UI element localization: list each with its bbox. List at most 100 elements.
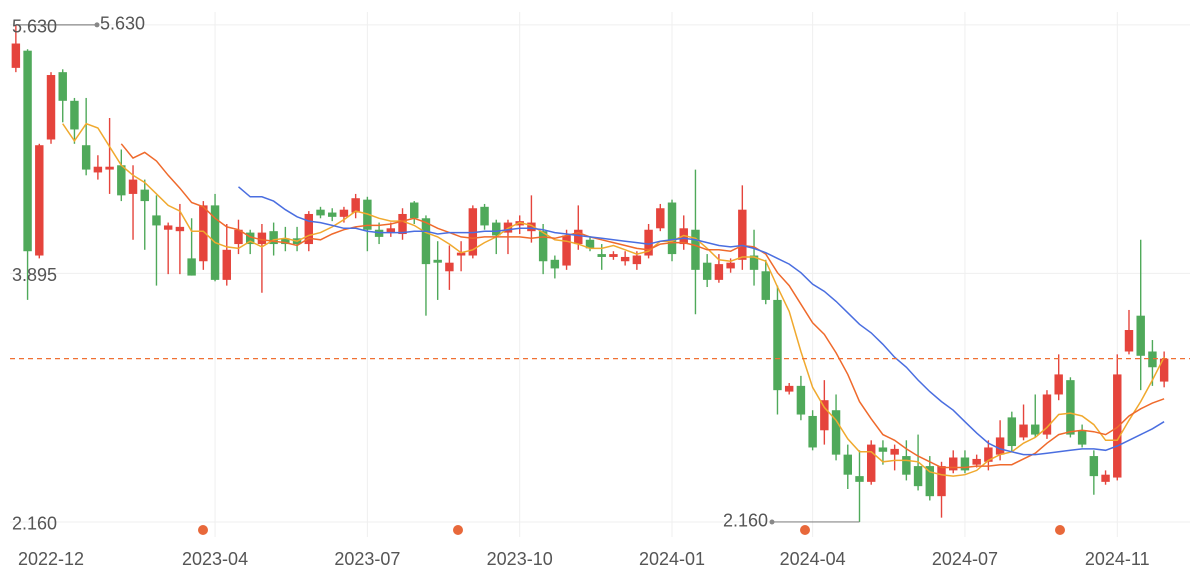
candle-body <box>784 385 794 392</box>
candle-body <box>620 256 630 262</box>
candle-body <box>398 213 407 235</box>
candle-body <box>562 235 571 266</box>
candle-body <box>257 232 267 245</box>
x-tick-label: 2024-07 <box>932 549 998 569</box>
candle-body <box>1007 417 1017 447</box>
candle-body <box>105 166 114 170</box>
candle-body <box>1042 394 1052 435</box>
candle-body <box>667 202 677 255</box>
candle-body <box>585 239 595 249</box>
candle-body <box>410 202 419 219</box>
candle-body <box>304 213 314 245</box>
candle-body <box>550 259 560 269</box>
candle-body <box>890 448 899 455</box>
candle-body <box>11 43 21 68</box>
candle-body <box>831 410 841 455</box>
candle-body <box>433 259 442 263</box>
candle-body <box>574 229 583 245</box>
plot-area <box>10 22 1190 525</box>
candle-body <box>714 264 724 280</box>
candle-body <box>1159 358 1169 382</box>
x-tick-label: 2023-07 <box>334 549 400 569</box>
candle-body <box>152 215 161 226</box>
candle-body <box>949 457 958 471</box>
x-tick-label: 2024-11 <box>1085 549 1150 569</box>
candle-body <box>527 222 536 232</box>
candle-body <box>1124 330 1134 352</box>
moving-average-line <box>120 143 1165 469</box>
candle-body <box>187 258 196 276</box>
candle-body <box>269 231 278 245</box>
candle-body <box>163 225 173 230</box>
candle-body <box>421 218 431 265</box>
candle-body <box>1077 430 1087 445</box>
grid <box>10 12 1190 537</box>
candle-body <box>644 229 653 256</box>
candle-body <box>691 229 700 270</box>
candle-body <box>960 457 970 471</box>
candle-body <box>538 231 548 262</box>
candle-body <box>93 166 103 173</box>
candle-body <box>808 415 817 448</box>
event-marker <box>800 525 810 535</box>
candle-body <box>1054 374 1063 395</box>
candle-body <box>773 299 782 391</box>
candle-body <box>339 209 349 217</box>
candle-body <box>81 145 91 170</box>
candle-body <box>58 72 67 101</box>
candle-body <box>1066 380 1075 435</box>
candle-body <box>726 262 735 269</box>
event-markers <box>198 525 1065 535</box>
candle-body <box>632 255 642 265</box>
candle-body <box>351 198 360 213</box>
candle-body <box>222 249 231 280</box>
event-marker <box>198 525 208 535</box>
candle-body <box>796 385 806 415</box>
candle-body <box>199 205 208 262</box>
annotation-dot <box>769 519 775 525</box>
candle-body <box>855 476 864 482</box>
candle-body <box>738 209 747 260</box>
labels: 2.160 3.895 5.630 2022-12 2023-04 2023-07 2023… <box>12 14 1150 569</box>
candle-body <box>972 458 981 465</box>
moving-average-line <box>62 122 1165 477</box>
candle-body <box>1101 474 1110 482</box>
candle-body <box>480 206 489 226</box>
candle-body <box>925 466 935 497</box>
candle-body <box>316 209 325 216</box>
candle-body <box>866 444 876 482</box>
candle-body <box>984 447 993 462</box>
candle-body <box>245 232 255 245</box>
y-tick-label: 5.630 <box>12 17 57 37</box>
candle-body <box>1019 424 1028 438</box>
candle-body <box>328 212 337 217</box>
annotation-dot <box>94 22 100 28</box>
candle-body <box>1113 374 1122 478</box>
candle-body <box>843 454 852 475</box>
candle-body <box>902 456 911 475</box>
candle-body <box>1136 315 1145 356</box>
candle-body <box>35 145 44 256</box>
x-tick-label: 2022-12 <box>18 549 84 569</box>
candle-body <box>128 179 138 194</box>
candle-body <box>445 262 454 272</box>
x-tick-label: 2024-01 <box>639 549 705 569</box>
annotation-label: 2.160 <box>723 511 768 531</box>
candle-body <box>702 262 712 280</box>
y-tick-label: 3.895 <box>12 265 57 285</box>
event-marker <box>1055 525 1065 535</box>
candle-body <box>609 254 618 257</box>
candle-body <box>749 255 759 270</box>
candle-body <box>492 222 501 236</box>
candle-body <box>597 254 606 257</box>
candle-body <box>913 466 923 487</box>
candle-body <box>656 208 665 229</box>
candle-body <box>1031 424 1040 435</box>
x-tick-label: 2023-04 <box>182 549 248 569</box>
candle-body <box>140 189 149 202</box>
candle-body <box>937 466 946 497</box>
candle-body <box>1089 456 1099 477</box>
y-tick-label: 2.160 <box>12 514 57 534</box>
candle-body <box>23 50 32 252</box>
